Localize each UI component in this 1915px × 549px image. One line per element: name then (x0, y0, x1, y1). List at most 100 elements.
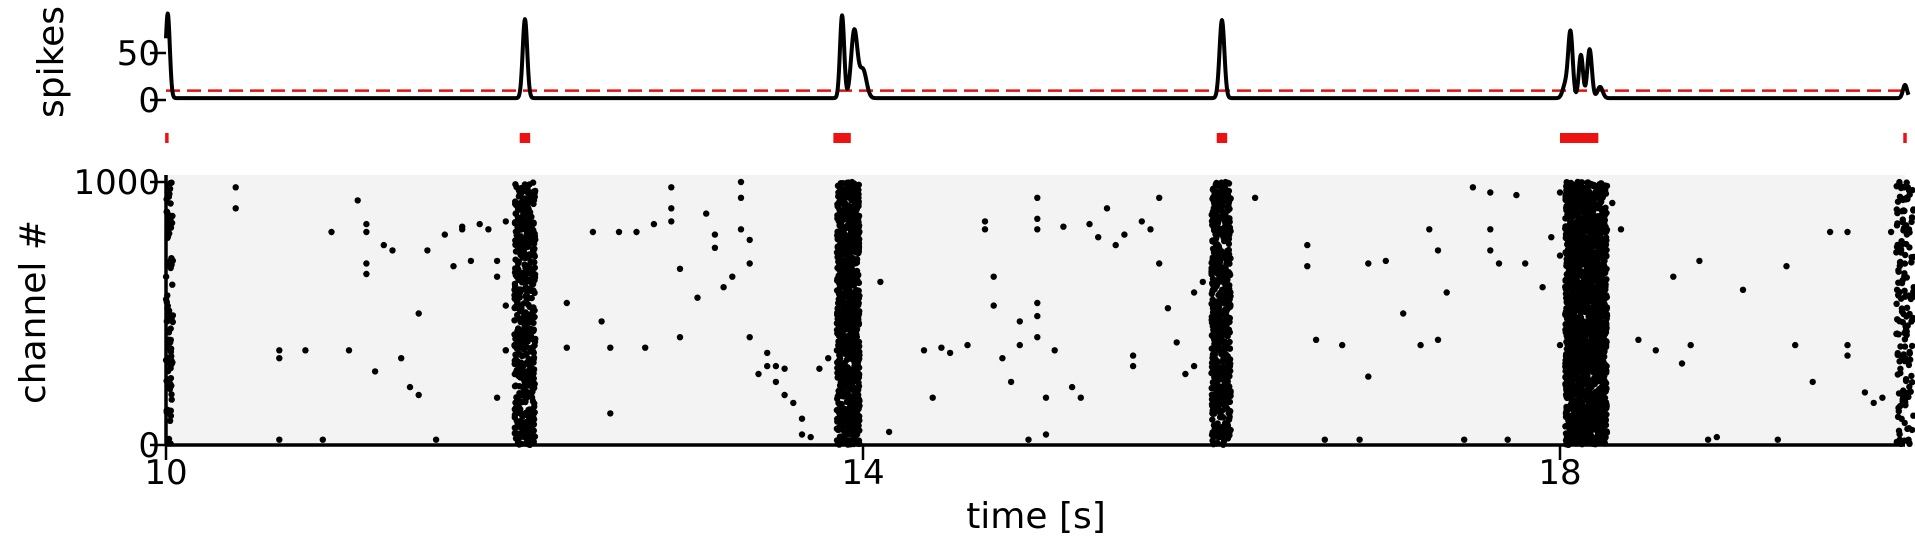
spike-dot (514, 265, 521, 272)
spike-dot (1897, 249, 1905, 256)
spike-dot (1220, 327, 1227, 334)
spike-dot (522, 292, 530, 299)
spike-dot (1210, 399, 1217, 406)
spike-dot (1209, 416, 1216, 423)
spike-dot (834, 374, 841, 381)
spike-dot (511, 341, 518, 349)
spike-dot (849, 226, 856, 233)
spike-dot (1774, 436, 1782, 443)
spike-dot (642, 344, 649, 351)
spike-dot (521, 336, 528, 344)
spike-dot (1487, 189, 1494, 196)
spike-dot (1426, 226, 1433, 233)
spike-dot (1211, 406, 1219, 413)
spike-dot (1225, 256, 1232, 263)
x-ticks: 10 14 18 (144, 445, 1582, 493)
spike-dot (1190, 289, 1198, 296)
spike-dot (842, 350, 849, 357)
spike-dot (836, 264, 843, 271)
spike-dot (528, 193, 535, 200)
spike-dot (1792, 341, 1799, 349)
spike-dot (530, 200, 537, 208)
spike-dot (854, 343, 862, 350)
spike-dot (518, 279, 526, 286)
spike-dot (650, 220, 658, 228)
spike-dot (852, 292, 860, 299)
spike-dot (711, 231, 719, 238)
spike-dot (1905, 425, 1913, 432)
spike-dot (847, 186, 854, 193)
spike-dot (1224, 203, 1232, 210)
spike-dot (1564, 215, 1571, 222)
spikes-axis-label: spikes (31, 6, 72, 118)
spike-dot (531, 289, 538, 297)
spike-dot (1539, 284, 1546, 291)
spike-dot (851, 355, 859, 363)
spike-dot (1112, 241, 1119, 249)
spike-dot (1907, 388, 1914, 395)
spike-dot (1704, 436, 1712, 443)
spike-dot (1902, 402, 1909, 409)
spike-dot (1599, 218, 1606, 226)
spike-dot (519, 352, 527, 359)
spike-dot (531, 338, 539, 346)
spike-dot (1565, 246, 1573, 253)
spike-dot (838, 407, 845, 415)
burst-marker-3 (1216, 133, 1228, 143)
spike-dot (790, 399, 797, 407)
spike-dot (1887, 228, 1895, 236)
spike-dot (1899, 396, 1906, 403)
spike-dot (528, 280, 535, 287)
spike-dot (844, 333, 851, 340)
spike-dot (415, 391, 422, 399)
spike-dot (1652, 347, 1660, 354)
spike-dot (522, 378, 529, 386)
spike-dot (981, 226, 989, 233)
spike-dot (1210, 422, 1218, 429)
spike-dot (1581, 324, 1589, 331)
spike-dot (1225, 251, 1233, 258)
spike-dot (877, 278, 884, 286)
spike-dot (1908, 379, 1915, 386)
spike-dot (1214, 190, 1222, 197)
spike-dot (1564, 406, 1572, 413)
spike-dot (1588, 435, 1596, 443)
spike-dot (1589, 205, 1596, 212)
spike-dot (166, 417, 174, 424)
spike-dot (1575, 278, 1582, 286)
spike-dot (729, 273, 736, 280)
spike-dot (1908, 214, 1915, 221)
spike-dot (531, 259, 538, 266)
burst-band-4 (1562, 178, 1611, 448)
spike-dot (1582, 237, 1589, 245)
spike-dot (493, 394, 501, 401)
spike-dot (938, 344, 945, 351)
spike-dot (1208, 313, 1216, 321)
spike-dot (855, 391, 862, 399)
spike-dot (516, 222, 523, 229)
spike-dot (1571, 257, 1578, 265)
spike-dot (1199, 278, 1207, 286)
spike-dot (1879, 394, 1886, 401)
spike-dot (1563, 327, 1571, 335)
spike-dot (845, 438, 852, 445)
spike-dot (1893, 206, 1901, 213)
spike-dot (1903, 313, 1910, 320)
spike-dot (746, 334, 753, 341)
spike-dot (854, 202, 862, 209)
spike-dot (345, 347, 353, 354)
spike-dot (1213, 179, 1220, 187)
spike-dot (1597, 320, 1605, 327)
spike-dot (848, 426, 856, 433)
spike-dot (855, 364, 862, 371)
spike-dot (1598, 198, 1605, 205)
spike-dot (840, 387, 847, 394)
spike-dot (1211, 226, 1218, 234)
spike-dot (1213, 371, 1220, 378)
spike-dot (1903, 274, 1911, 281)
spike-dot (1601, 331, 1608, 338)
spike-dot (1562, 277, 1569, 284)
spike-dot (807, 433, 814, 441)
spike-dot (1904, 184, 1912, 191)
spike-dot (389, 247, 396, 254)
